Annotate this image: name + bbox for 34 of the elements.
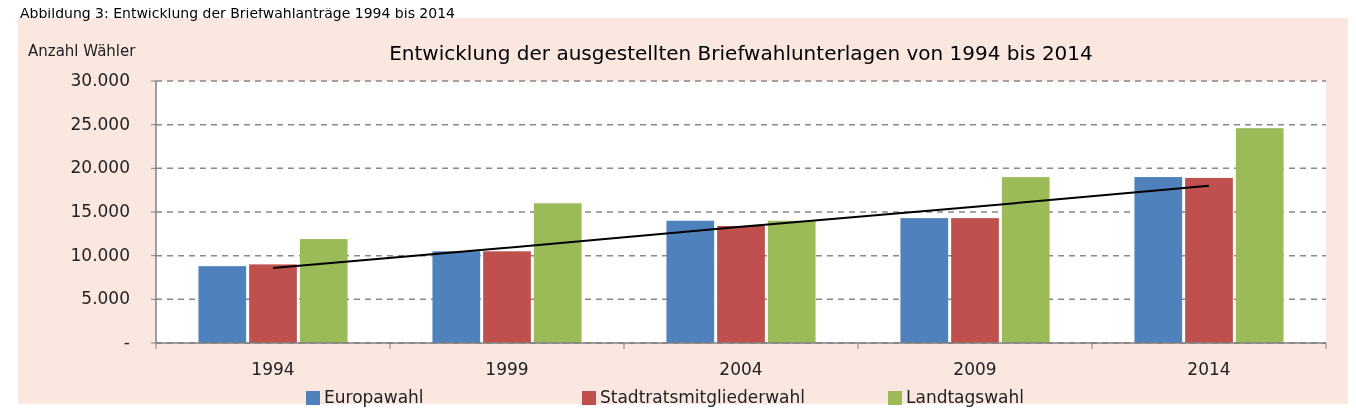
x-tick-label: 2009 [953,359,997,379]
line-series [272,184,1210,269]
bar [951,218,999,343]
bar [1001,177,1050,343]
bar [900,218,949,343]
bar [767,220,816,343]
x-tick-label: 1994 [251,359,295,379]
legend-label: Landtagswahl [906,387,1025,407]
y-tick-label: 20.000 [70,157,130,178]
bar [1185,177,1233,343]
bar [1235,128,1284,343]
y-tick-label: 25.000 [70,113,130,134]
y-tick-label: 15.000 [70,201,130,221]
chart-title: Entwicklung der ausgestellten Briefwahlunterlagen von 1994 bis 2014 [389,41,1093,65]
text: Abbildung 3: Entwicklung der Briefwahlanträge 1994 bis 2014 [20,5,456,21]
y-tick-label: 5.000 [81,288,130,309]
y-tick-label: 10.000 [70,244,130,265]
bar [483,251,531,343]
bar [533,203,582,343]
bar [666,220,715,343]
legend-label: Stadtratsmitgliederwahl [600,387,805,407]
bar [198,266,247,343]
bar [299,239,348,343]
x-tick-label: 1999 [485,359,529,379]
bar [717,225,765,343]
bar [249,264,297,343]
legend-label: Europawahl [324,387,424,407]
bar [1134,177,1183,343]
y-tick-label: 30.000 [70,70,130,90]
y-tick-label: - [123,332,130,352]
x-tick-label: 2004 [719,359,763,379]
x-tick-label: 2014 [1187,359,1231,379]
bar [432,251,481,343]
y-axis-title: Anzahl Wähler [28,42,137,60]
